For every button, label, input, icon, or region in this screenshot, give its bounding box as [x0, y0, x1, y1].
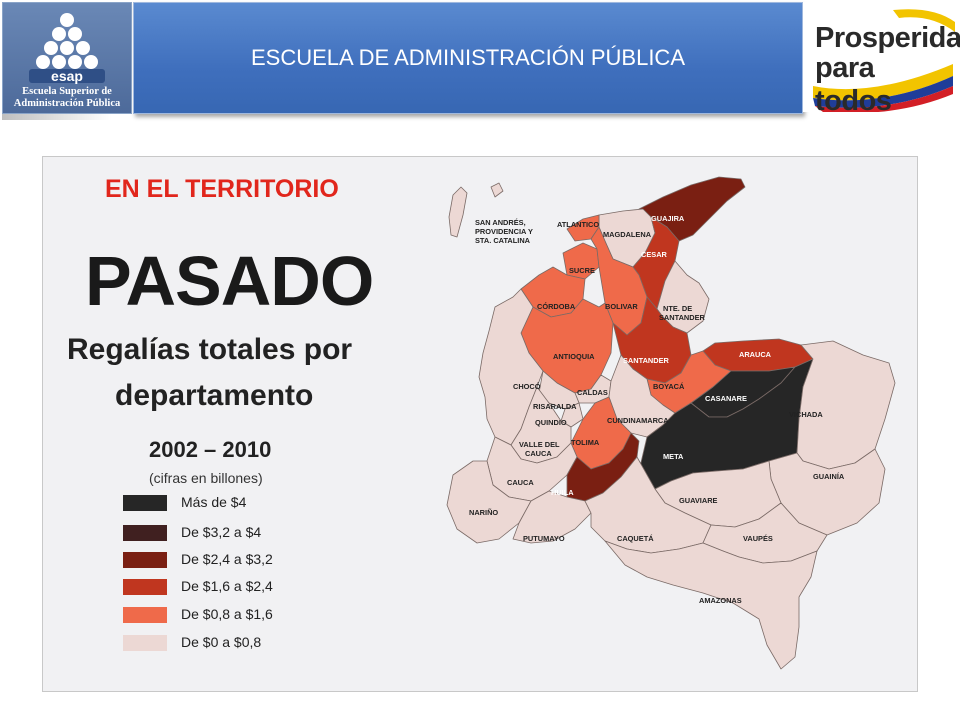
label-vichada: VICHADA — [789, 410, 823, 419]
label-san-andres: SAN ANDRÉS, PROVIDENCIA Y STA. CATALINA — [475, 218, 533, 245]
label-risaralda: RISARALDA — [533, 402, 577, 411]
esap-logo-mark: esap — [29, 13, 105, 84]
map-panel: EN EL TERRITORIO PASADO Regalías totales… — [42, 156, 918, 692]
island-san-andres — [448, 186, 468, 238]
label-huila: HUILA — [551, 488, 574, 497]
label-guaviare: GUAVIARE — [679, 496, 718, 505]
prosperidad-logo: Prosperidad para todos — [803, 2, 960, 117]
label-cauca: CAUCA — [507, 478, 534, 487]
legend-label: Más de $4 — [181, 494, 247, 510]
years-note: (cifras en billones) — [149, 470, 263, 486]
label-magdalena: MAGDALENA — [603, 230, 652, 239]
legend-label: De $3,2 a $4 — [181, 524, 262, 540]
brand-line-1: Prosperidad — [815, 22, 960, 54]
logo-subtitle-2: Administración Pública — [13, 98, 121, 109]
brand-line-2: para todos — [815, 52, 892, 117]
label-tolima: TOLIMA — [571, 438, 600, 447]
island-providencia — [490, 182, 504, 198]
label-vaupes: VAUPÉS — [743, 534, 773, 543]
logo-subtitle-1: Escuela Superior de — [22, 86, 112, 97]
years-range: 2002 – 2010 — [149, 437, 272, 462]
label-atlantico: ATLANTICO — [557, 220, 599, 229]
colombia-map: SAN ANDRÉS, PROVIDENCIA Y STA. CATALINA GU… — [446, 176, 896, 670]
label-putumayo: PUTUMAYO — [523, 534, 565, 543]
legend-label: De $2,4 a $3,2 — [181, 551, 273, 567]
label-quindio: QUINDIO — [535, 418, 567, 427]
esap-wordmark: esap — [51, 68, 83, 84]
label-antioquia: ANTIOQUIA — [553, 352, 595, 361]
label-amazonas: AMAZONAS — [699, 596, 742, 605]
big-title: PASADO — [85, 242, 374, 320]
label-boyaca: BOYACÁ — [653, 382, 685, 391]
legend-label: De $0,8 a $1,6 — [181, 606, 273, 622]
label-guajira: GUAJIRA — [651, 214, 685, 223]
label-cordoba: CÓRDOBA — [537, 302, 576, 311]
header-shadow — [2, 114, 112, 120]
label-narino: NARIÑO — [469, 508, 498, 517]
legend-label: De $0 a $0,8 — [181, 634, 262, 650]
flag-swoosh — [813, 9, 955, 112]
label-santander: SANTANDER — [623, 356, 670, 365]
label-casanare: CASANARE — [705, 394, 747, 403]
label-bolivar: BOLIVAR — [605, 302, 638, 311]
legend-swatch — [123, 635, 167, 651]
label-valle: VALLE DEL CAUCA — [519, 440, 560, 458]
label-caldas: CALDAS — [577, 388, 608, 397]
title-bar: ESCUELA DE ADMINISTRACIÓN PÚBLICA — [133, 2, 803, 114]
label-choco: CHOCÓ — [513, 382, 541, 391]
label-nte-santander: NTE. DE SANTANDER — [659, 304, 706, 322]
legend-swatch — [123, 495, 167, 511]
dept-amazonas — [604, 540, 818, 670]
label-caqueta: CAQUETÁ — [617, 534, 654, 543]
label-cesar: CESAR — [641, 250, 668, 259]
label-arauca: ARAUCA — [739, 350, 772, 359]
legend-label: De $1,6 a $2,4 — [181, 578, 273, 594]
subtitle-line-1: Regalías totales por — [67, 333, 353, 366]
page-title: ESCUELA DE ADMINISTRACIÓN PÚBLICA — [251, 45, 685, 70]
legend-swatch — [123, 579, 167, 595]
subtitle-line-2: departamento — [115, 379, 314, 412]
esap-logo: esap Escuela Superior de Administración … — [2, 2, 132, 114]
legend-swatch — [123, 525, 167, 541]
label-meta: META — [663, 452, 684, 461]
header-bar: esap Escuela Superior de Administración … — [0, 0, 960, 120]
dept-quindio — [560, 402, 584, 428]
legend-swatch — [123, 552, 167, 568]
label-guainia: GUAINÍA — [813, 472, 845, 481]
legend-swatch — [123, 607, 167, 623]
label-sucre: SUCRE — [569, 266, 595, 275]
label-cundinamarca: CUNDINAMARCA — [607, 416, 669, 425]
slide-heading: EN EL TERRITORIO — [105, 175, 339, 203]
